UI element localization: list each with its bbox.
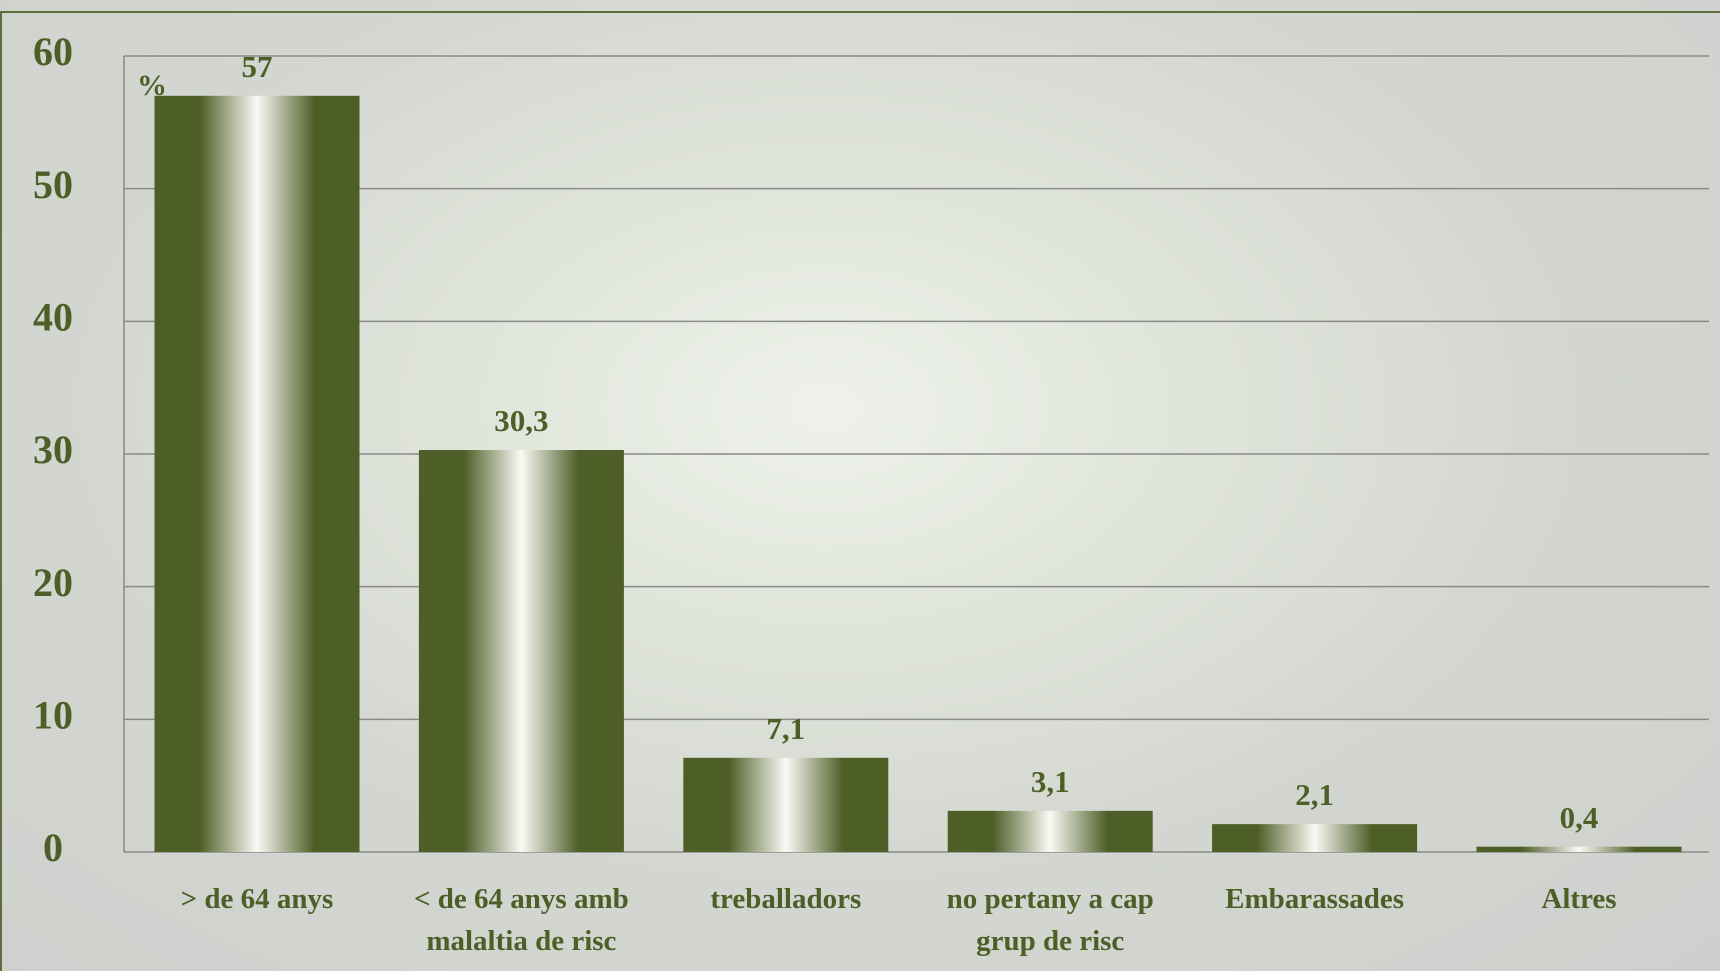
y-tick-label: 40 bbox=[33, 295, 73, 340]
x-tick-label: no pertany a cap grup de risc bbox=[915, 878, 1185, 962]
value-label: 3,1 bbox=[1031, 764, 1070, 799]
value-label: 7,1 bbox=[766, 711, 805, 746]
x-tick-label: Embarassades bbox=[1180, 878, 1450, 920]
y-tick-label: 20 bbox=[33, 560, 73, 605]
x-tick-label: > de 64 anys bbox=[122, 878, 392, 920]
y-tick-label: 60 bbox=[33, 29, 73, 74]
y-tick-label: 30 bbox=[33, 427, 73, 472]
bar bbox=[155, 96, 360, 852]
chart: % 01020304050605730,37,13,12,10,4 bbox=[0, 0, 1720, 971]
value-label: 30,3 bbox=[494, 403, 548, 438]
value-label: 57 bbox=[242, 49, 273, 84]
bar bbox=[683, 758, 888, 852]
value-label: 2,1 bbox=[1295, 777, 1334, 812]
bar bbox=[1212, 824, 1417, 852]
y-tick-label: 50 bbox=[33, 162, 73, 207]
page: % 01020304050605730,37,13,12,10,4 (() =>… bbox=[0, 0, 1720, 971]
bar bbox=[419, 450, 624, 852]
x-tick-label: treballadors bbox=[651, 878, 921, 920]
bar bbox=[1477, 847, 1682, 852]
x-tick-label: < de 64 anys amb malaltia de risc bbox=[386, 878, 656, 962]
value-label: 0,4 bbox=[1560, 800, 1599, 835]
x-tick-label: Altres bbox=[1444, 878, 1714, 920]
y-tick-label: 0 bbox=[43, 825, 63, 870]
y-tick-label: 10 bbox=[33, 693, 73, 738]
bar bbox=[948, 811, 1153, 852]
